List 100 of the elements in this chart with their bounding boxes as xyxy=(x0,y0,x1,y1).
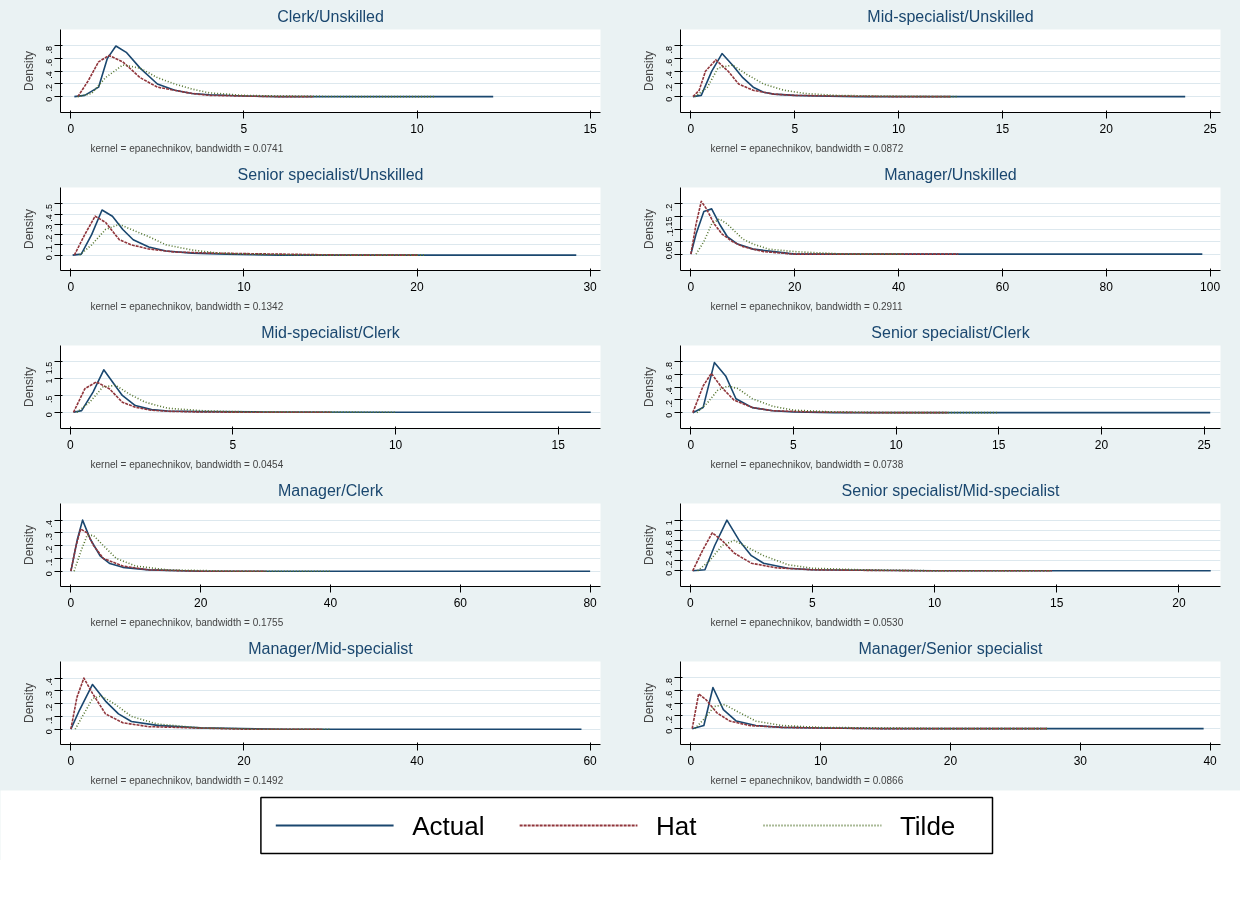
y-tick-label: .1 xyxy=(44,244,55,253)
y-tick-label: .4 xyxy=(44,520,55,528)
x-tick-label: 60 xyxy=(995,279,1010,294)
x-tick-label: 5 xyxy=(809,595,817,610)
x-tick-label: 100 xyxy=(1200,279,1221,294)
chart-title: Senior specialist/Unskilled xyxy=(237,165,424,183)
chart-title: Senior specialist/Clerk xyxy=(871,323,1031,341)
y-axis-title: Density xyxy=(641,682,656,724)
y-tick-label: 0 xyxy=(664,570,675,576)
line-series xyxy=(73,534,332,572)
x-tick-label: 5 xyxy=(791,121,799,136)
x-tick-label: 80 xyxy=(583,595,598,610)
y-tick-label: .2 xyxy=(44,83,55,92)
x-tick-label: 0 xyxy=(66,437,74,452)
line-series xyxy=(78,223,427,256)
y-tick-label: .8 xyxy=(664,677,675,686)
x-tick-label: 5 xyxy=(240,121,248,136)
y-tick-label: .3 xyxy=(44,690,55,699)
x-tick-label: 10 xyxy=(237,279,251,294)
y-tick-label: .4 xyxy=(664,387,675,395)
x-tick-label: 0 xyxy=(687,753,695,768)
chart-title: Manager/Senior specialist xyxy=(858,639,1044,657)
x-tick-label: 60 xyxy=(453,595,468,610)
y-axis-title: Density xyxy=(641,208,656,250)
line-series xyxy=(77,64,436,98)
line-series xyxy=(70,677,323,730)
text: kernel = epanechnikov, bandwidth = 0.0454 xyxy=(90,458,284,470)
y-tick-label: .6 xyxy=(44,58,55,67)
x-tick-label: 30 xyxy=(1073,753,1088,768)
x-tick-label: 0 xyxy=(67,279,75,294)
x-tick-label: 40 xyxy=(1203,753,1218,768)
x-tick-label: 10 xyxy=(889,437,904,452)
x-tick-label: 0 xyxy=(67,753,75,768)
line-series xyxy=(693,703,1049,730)
y-axis-title: Density xyxy=(641,366,656,408)
text: kernel = epanechnikov, bandwidth = 0.1755 xyxy=(90,616,284,628)
line-series xyxy=(694,64,958,98)
y-tick-label: .5 xyxy=(44,203,55,212)
y-tick-label: .1 xyxy=(664,228,675,237)
y-tick-label: .4 xyxy=(44,214,55,222)
line-series xyxy=(74,695,332,730)
y-axis-title: Density xyxy=(21,682,36,724)
y-axis-title: Density xyxy=(21,50,36,92)
text: kernel = epanechnikov, bandwidth = 0.0872 xyxy=(710,142,904,154)
y-tick-label: 1 xyxy=(44,378,55,384)
x-tick-label: 25 xyxy=(1203,121,1218,136)
text: kernel = epanechnikov, bandwidth = 0.0741 xyxy=(90,142,284,154)
y-axis-title: Density xyxy=(21,524,36,566)
y-axis-title: Density xyxy=(641,524,656,566)
y-axis-title: Density xyxy=(641,50,656,92)
y-tick-label: .4 xyxy=(44,71,55,79)
line-series xyxy=(691,519,1212,572)
y-tick-label: .2 xyxy=(44,234,55,243)
x-tick-label: 15 xyxy=(583,121,598,136)
y-tick-label: .4 xyxy=(44,678,55,686)
x-tick-label: 20 xyxy=(237,753,251,768)
line-series xyxy=(70,519,591,572)
y-tick-label: .8 xyxy=(664,361,675,370)
legend-label: Tilde xyxy=(899,810,956,841)
y-tick-label: .2 xyxy=(664,83,675,92)
y-tick-label: 0 xyxy=(44,571,55,577)
y-tick-label: .8 xyxy=(664,45,675,54)
y-tick-label: .05 xyxy=(664,241,675,255)
x-tick-label: 20 xyxy=(943,753,958,768)
line-series xyxy=(77,54,314,98)
x-tick-label: 0 xyxy=(686,595,694,610)
line-series xyxy=(692,52,1186,98)
x-tick-label: 15 xyxy=(1050,595,1064,610)
chart-title: Manager/Unskilled xyxy=(884,165,1017,183)
y-tick-label: .2 xyxy=(44,545,55,554)
line-series xyxy=(696,539,1053,572)
y-tick-label: 0 xyxy=(664,728,675,734)
chart-title: Senior specialist/Mid-specialist xyxy=(841,481,1060,499)
line-series xyxy=(692,372,949,414)
line-series xyxy=(692,361,1212,414)
line-series xyxy=(73,45,494,98)
line-series xyxy=(691,532,1053,572)
chart-title: Mid-specialist/Clerk xyxy=(261,323,401,341)
y-tick-label: .3 xyxy=(44,224,55,232)
x-tick-label: 0 xyxy=(67,121,75,136)
text: kernel = epanechnikov, bandwidth = 0.1342 xyxy=(90,300,284,312)
x-tick-label: 20 xyxy=(1099,121,1114,136)
x-tick-label: 10 xyxy=(891,121,906,136)
x-tick-label: 15 xyxy=(995,121,1010,136)
x-tick-label: 15 xyxy=(992,437,1006,452)
chart-title: Clerk/Unskilled xyxy=(277,7,384,25)
y-tick-label: .4 xyxy=(664,71,675,79)
y-tick-label: 0 xyxy=(664,254,675,260)
y-tick-label: .6 xyxy=(664,58,675,67)
x-tick-label: 20 xyxy=(410,279,425,294)
line-series xyxy=(691,686,1205,730)
text: kernel = epanechnikov, bandwidth = 0.2911 xyxy=(710,300,903,312)
x-tick-label: 0 xyxy=(687,437,695,452)
x-tick-label: 10 xyxy=(927,595,942,610)
y-tick-label: .6 xyxy=(664,540,675,548)
x-tick-label: 20 xyxy=(1172,595,1186,610)
x-tick-label: 0 xyxy=(687,279,695,294)
x-tick-label: 0 xyxy=(67,595,75,610)
y-tick-label: .2 xyxy=(664,203,675,212)
y-tick-label: .4 xyxy=(664,703,675,711)
